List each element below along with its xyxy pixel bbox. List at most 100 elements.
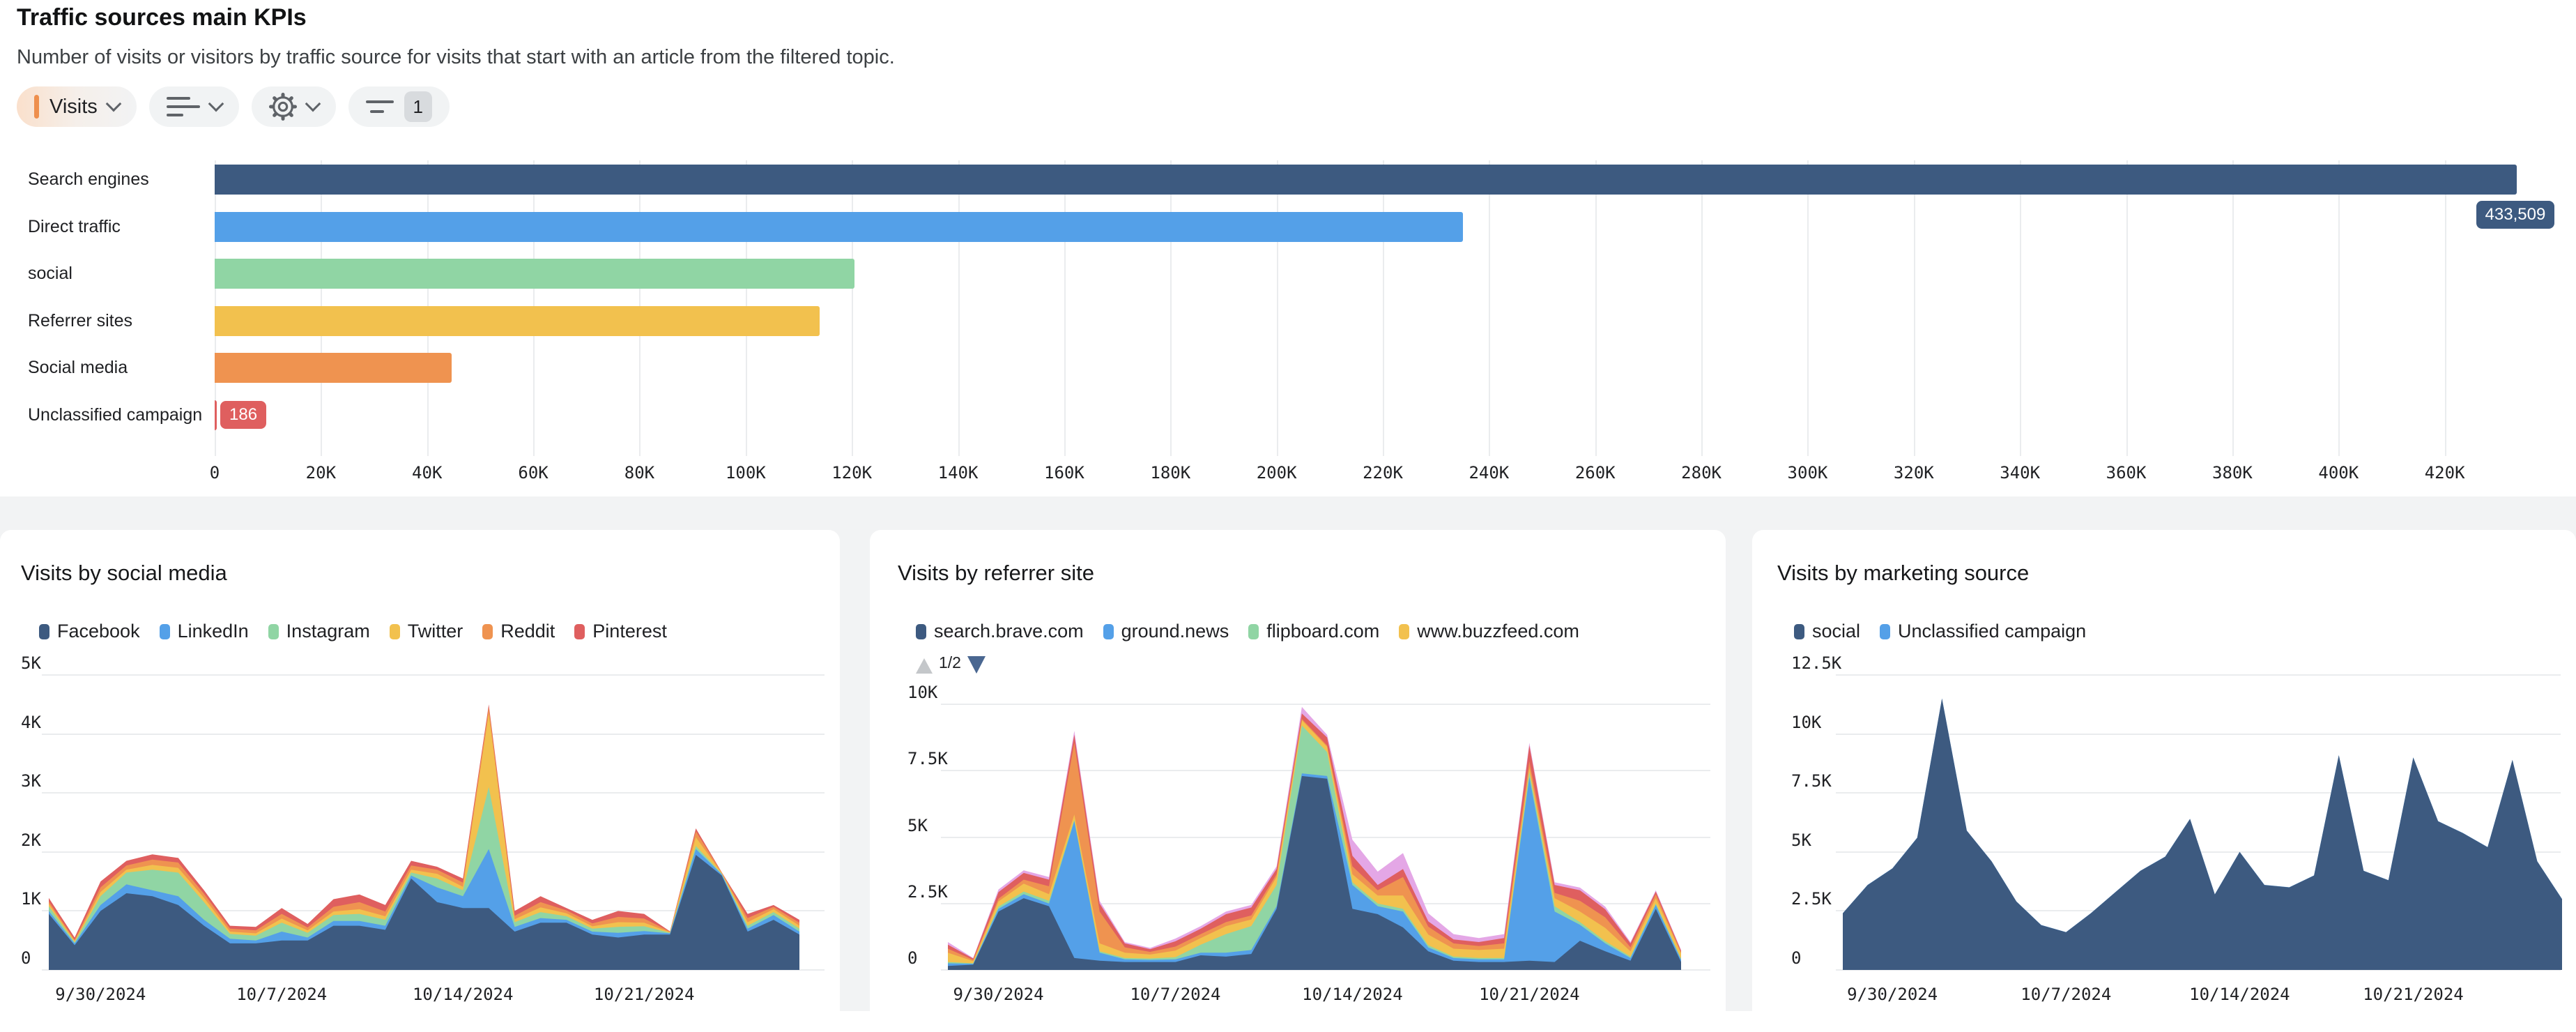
- legend-swatch-www.buzzfeed.com: [1399, 623, 1410, 639]
- legend-item-unclassified-campaign[interactable]: Unclassified campaign: [1880, 621, 2086, 642]
- gridline: [1913, 160, 1915, 456]
- legend-swatch-search.brave.com: [916, 623, 926, 639]
- legend: search.brave.com ground.news flipboard.com…: [916, 621, 1579, 642]
- x-axis-date-label: 9/30/2024: [1847, 985, 1938, 1004]
- x-axis-tick-label: 400K: [2318, 463, 2359, 483]
- category-label-social: social: [28, 264, 72, 283]
- legend-item-pinterest[interactable]: Pinterest: [574, 621, 667, 642]
- legend-label: Twitter: [407, 621, 463, 642]
- area-chart-canvas-visits-by-referrer-site[interactable]: [948, 704, 1681, 970]
- filter-icon: [365, 100, 394, 113]
- card-title: Visits by social media: [21, 561, 227, 585]
- x-axis-date-label: 10/14/2024: [2189, 985, 2290, 1004]
- area-chart-canvas-visits-by-marketing-source[interactable]: [1843, 675, 2562, 970]
- kpi-toolbar: Visits: [17, 86, 450, 127]
- legend-label: Reddit: [500, 621, 555, 642]
- x-axis-tick-label: 20K: [305, 463, 337, 483]
- filter-button[interactable]: 1: [348, 86, 450, 127]
- y-axis-tick-label: 12.5K: [1791, 653, 1842, 673]
- x-axis-date-label: 9/30/2024: [55, 985, 146, 1004]
- legend-swatch-facebook: [39, 623, 49, 639]
- gridline: [958, 160, 960, 456]
- settings-button[interactable]: [251, 86, 336, 127]
- metric-color-indicator: [34, 95, 39, 119]
- bar-search-engines[interactable]: [215, 165, 2517, 195]
- category-label-direct-traffic: Direct traffic: [28, 216, 121, 236]
- bar-direct-traffic[interactable]: [215, 211, 1464, 242]
- y-axis-tick-label: 5K: [907, 815, 928, 835]
- legend: Facebook LinkedIn Instagram Twitter Reddit Pi…: [39, 621, 667, 642]
- card-visits-by-referrer-site: Visits by referrer site search.brave.com…: [870, 530, 1726, 1032]
- legend-swatch-social: [1794, 623, 1804, 639]
- y-axis-tick-label: 5K: [1791, 830, 1811, 850]
- x-axis-date-label: 10/21/2024: [593, 985, 695, 1004]
- y-axis-tick-label: 10K: [1791, 712, 1822, 732]
- y-axis-tick-label: 10K: [907, 683, 938, 702]
- legend-label: Instagram: [286, 621, 370, 642]
- card-title: Visits by marketing source: [1777, 561, 2030, 585]
- legend-pager: 1/2: [916, 653, 986, 674]
- area-layer-instagram: [49, 787, 799, 970]
- legend-page-up-icon[interactable]: [916, 658, 933, 674]
- legend-item-social[interactable]: social: [1794, 621, 1860, 642]
- gridline: [1383, 160, 1384, 456]
- gridline: [941, 704, 1710, 705]
- gridline: [1064, 160, 1066, 456]
- chevron-down-icon: [208, 96, 224, 112]
- y-axis-tick-label: 2.5K: [1791, 889, 1832, 909]
- gridline: [42, 674, 825, 676]
- legend-swatch-twitter: [389, 623, 400, 639]
- legend-swatch-reddit: [482, 623, 493, 639]
- legend-item-twitter[interactable]: Twitter: [389, 621, 463, 642]
- metric-selector-button[interactable]: Visits: [17, 86, 137, 127]
- category-label-social-media: Social media: [28, 358, 128, 377]
- area-layer-search.brave.com: [948, 775, 1681, 970]
- legend-label: LinkedIn: [177, 621, 249, 642]
- legend-item-www.buzzfeed.com[interactable]: www.buzzfeed.com: [1399, 621, 1579, 642]
- chart-type-button[interactable]: [148, 86, 239, 127]
- legend-label: Pinterest: [592, 621, 667, 642]
- y-axis-tick-label: 0: [1791, 948, 1802, 968]
- gridline: [2232, 160, 2234, 456]
- legend-item-reddit[interactable]: Reddit: [482, 621, 555, 642]
- x-axis-tick-label: 260K: [1574, 463, 1616, 483]
- legend-label: Facebook: [57, 621, 140, 642]
- gear-icon: [268, 93, 297, 121]
- legend-item-search.brave.com[interactable]: search.brave.com: [916, 621, 1084, 642]
- legend-page-down-icon[interactable]: [967, 656, 986, 674]
- gridline: [42, 969, 825, 971]
- x-axis-tick-label: 200K: [1256, 463, 1297, 483]
- chevron-down-icon: [305, 96, 321, 112]
- card-title: Visits by referrer site: [898, 561, 1094, 585]
- bar-referrer-sites[interactable]: [215, 305, 820, 336]
- y-axis-tick-label: 2K: [21, 830, 41, 850]
- legend-item-instagram[interactable]: Instagram: [268, 621, 370, 642]
- legend-item-facebook[interactable]: Facebook: [39, 621, 140, 642]
- gridline: [1836, 733, 2561, 735]
- area-layer-social: [1843, 698, 2562, 970]
- legend-label: search.brave.com: [934, 621, 1084, 642]
- x-axis-tick-label: 380K: [2212, 463, 2253, 483]
- y-axis-tick-label: 7.5K: [1791, 771, 1832, 791]
- bar-social[interactable]: [215, 259, 854, 289]
- bar-unclassified-campaign[interactable]: [215, 400, 217, 430]
- area-chart-canvas-visits-by-social-media[interactable]: [49, 675, 799, 970]
- y-axis-tick-label: 1K: [21, 889, 41, 909]
- bar-social-media[interactable]: [215, 353, 452, 383]
- legend-swatch-ground.news: [1103, 623, 1114, 639]
- legend-item-ground.news[interactable]: ground.news: [1103, 621, 1229, 642]
- gridline: [1595, 160, 1597, 456]
- legend-swatch-linkedin: [159, 623, 170, 639]
- x-axis-date-label: 10/21/2024: [2363, 985, 2464, 1004]
- category-label-referrer-sites: Referrer sites: [28, 310, 133, 331]
- gridline: [1489, 160, 1491, 456]
- y-axis-tick-label: 7.5K: [907, 749, 948, 769]
- y-axis-tick-label: 5K: [21, 653, 41, 673]
- legend-item-flipboard.com[interactable]: flipboard.com: [1248, 621, 1379, 642]
- legend-item-linkedin[interactable]: LinkedIn: [159, 621, 249, 642]
- gridline: [1836, 674, 2561, 676]
- legend-swatch-instagram: [268, 623, 279, 639]
- kpi-bar-chart: 0 20K 40K 60K 80K 100K 120K 140K 160K 180K 200K 220…: [0, 160, 2576, 488]
- x-axis-date-label: 10/14/2024: [1302, 985, 1403, 1004]
- value-label-unclassified-campaign: 186: [220, 400, 267, 429]
